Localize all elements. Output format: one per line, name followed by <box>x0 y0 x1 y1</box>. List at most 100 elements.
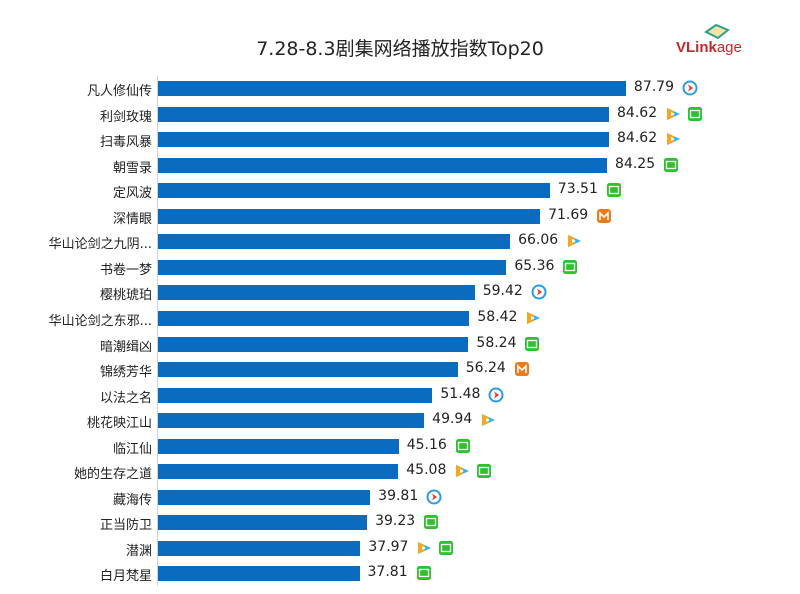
logo-mark-icon <box>704 24 730 40</box>
data-label: 37.97 <box>368 538 409 555</box>
tencent-icon <box>454 463 470 479</box>
iqiyi-icon <box>562 259 578 275</box>
iqiyi-icon <box>455 438 471 454</box>
platform-icons <box>665 106 703 122</box>
bar <box>158 106 610 122</box>
bar <box>158 387 433 403</box>
tencent-icon <box>525 310 541 326</box>
iqiyi-icon <box>606 182 622 198</box>
iqiyi-icon <box>438 540 454 556</box>
youku-icon <box>488 387 504 403</box>
data-label: 84.25 <box>615 155 656 172</box>
bar-row: 凡人修仙传 87.79 <box>0 76 800 101</box>
bar-row: 华山论剑之九阴... 66.06 <box>0 229 800 254</box>
platform-icons <box>682 80 698 96</box>
bar <box>158 157 608 173</box>
y-axis-line <box>157 76 158 586</box>
logo-text: VLinkage <box>676 39 742 56</box>
tencent-icon <box>416 540 432 556</box>
bar <box>158 413 425 429</box>
data-label: 65.36 <box>514 257 555 274</box>
bar <box>158 336 469 352</box>
category-label: 华山论剑之九阴... <box>48 237 152 253</box>
bar-row: 利剑玫瑰 84.62 <box>0 102 800 127</box>
bar-row: 樱桃琥珀 59.42 <box>0 280 800 305</box>
iqiyi-icon <box>476 463 492 479</box>
bar <box>158 362 458 378</box>
iqiyi-icon <box>687 106 703 122</box>
platform-icons <box>514 361 530 377</box>
category-label: 临江仙 <box>112 441 152 457</box>
data-label: 84.62 <box>617 104 658 121</box>
data-label: 51.48 <box>440 385 481 402</box>
platform-icons <box>596 208 612 224</box>
tencent-icon <box>480 412 496 428</box>
tencent-icon <box>665 131 681 147</box>
bar-row: 扫毒风暴 84.62 <box>0 127 800 152</box>
mango-icon <box>514 361 530 377</box>
youku-icon <box>682 80 698 96</box>
data-label: 39.81 <box>378 487 419 504</box>
bar-row: 华山论剑之东邪... 58.42 <box>0 306 800 331</box>
category-label: 深情眼 <box>112 211 152 227</box>
bar <box>158 234 511 250</box>
data-label: 58.24 <box>476 334 517 351</box>
category-label: 正当防卫 <box>99 518 152 534</box>
data-label: 39.23 <box>375 513 416 530</box>
bar-row: 定风波 73.51 <box>0 178 800 203</box>
data-label: 59.42 <box>482 283 523 300</box>
category-label: 锦绣芳华 <box>99 365 152 381</box>
bar-row: 藏海传 39.81 <box>0 485 800 510</box>
category-label: 她的生存之道 <box>73 467 152 483</box>
bar-row: 书卷一梦 65.36 <box>0 255 800 280</box>
platform-icons <box>524 336 540 352</box>
data-label: 37.81 <box>367 564 408 581</box>
bar-row: 朝雪录 84.25 <box>0 153 800 178</box>
bar <box>158 208 541 224</box>
bar-row: 深情眼 71.69 <box>0 204 800 229</box>
iqiyi-icon <box>416 565 432 581</box>
platform-icons <box>562 259 578 275</box>
vlinkage-logo: VLinkage <box>676 24 766 60</box>
platform-icons <box>566 233 582 249</box>
category-label: 利剑玫瑰 <box>99 109 152 125</box>
bar-row: 以法之名 51.48 <box>0 383 800 408</box>
bar-row: 正当防卫 39.23 <box>0 510 800 535</box>
data-label: 66.06 <box>518 232 559 249</box>
bar <box>158 438 399 454</box>
bar <box>158 489 371 505</box>
category-label: 潜渊 <box>125 543 152 559</box>
iqiyi-icon <box>423 514 439 530</box>
bar <box>158 132 610 148</box>
bar <box>158 515 368 531</box>
chart-title: 7.28-8.3剧集网络播放指数Top20 <box>256 38 544 60</box>
platform-icons <box>531 284 547 300</box>
youku-icon <box>531 284 547 300</box>
youku-icon <box>426 489 442 505</box>
platform-icons <box>426 489 442 505</box>
bar-row: 她的生存之道 45.08 <box>0 459 800 484</box>
bar-row: 锦绣芳华 56.24 <box>0 357 800 382</box>
mango-icon <box>596 208 612 224</box>
platform-icons <box>416 540 454 556</box>
category-label: 白月梵星 <box>99 569 152 585</box>
platform-icons <box>455 438 471 454</box>
data-label: 58.42 <box>477 308 518 325</box>
tencent-icon <box>665 106 681 122</box>
bar <box>158 310 470 326</box>
iqiyi-icon <box>524 336 540 352</box>
category-label: 书卷一梦 <box>99 262 152 278</box>
bar <box>158 259 507 275</box>
platform-icons <box>416 565 432 581</box>
platform-icons <box>665 131 681 147</box>
category-label: 华山论剑之东邪... <box>48 313 152 329</box>
bar <box>158 540 361 556</box>
category-label: 扫毒风暴 <box>99 135 152 151</box>
bar <box>158 81 626 96</box>
data-label: 73.51 <box>557 181 598 198</box>
bar <box>158 285 475 301</box>
bar <box>158 566 360 582</box>
platform-icons <box>606 182 622 198</box>
category-label: 定风波 <box>112 186 152 202</box>
